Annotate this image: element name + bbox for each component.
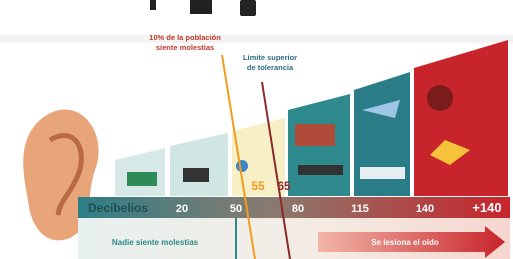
- scale-label: Decibelios: [88, 201, 148, 215]
- scale-tick: 140: [416, 203, 434, 215]
- top-icons: [150, 0, 256, 16]
- marker-label: 65: [277, 179, 291, 193]
- scale-tick: +140: [472, 200, 501, 215]
- marker-label: 55: [251, 179, 265, 193]
- scale-tick: 115: [351, 203, 369, 215]
- scale-tick: 80: [292, 203, 304, 215]
- footer-right: Se lesiona el oído: [371, 238, 439, 247]
- scale-tick: 50: [230, 203, 242, 215]
- infographic: 10% de la poblaciónsiente molestias Lími…: [0, 0, 513, 259]
- scale-tick: 20: [176, 203, 188, 215]
- footer-left: Nadie siente molestias: [112, 238, 199, 247]
- top-band: [0, 35, 513, 43]
